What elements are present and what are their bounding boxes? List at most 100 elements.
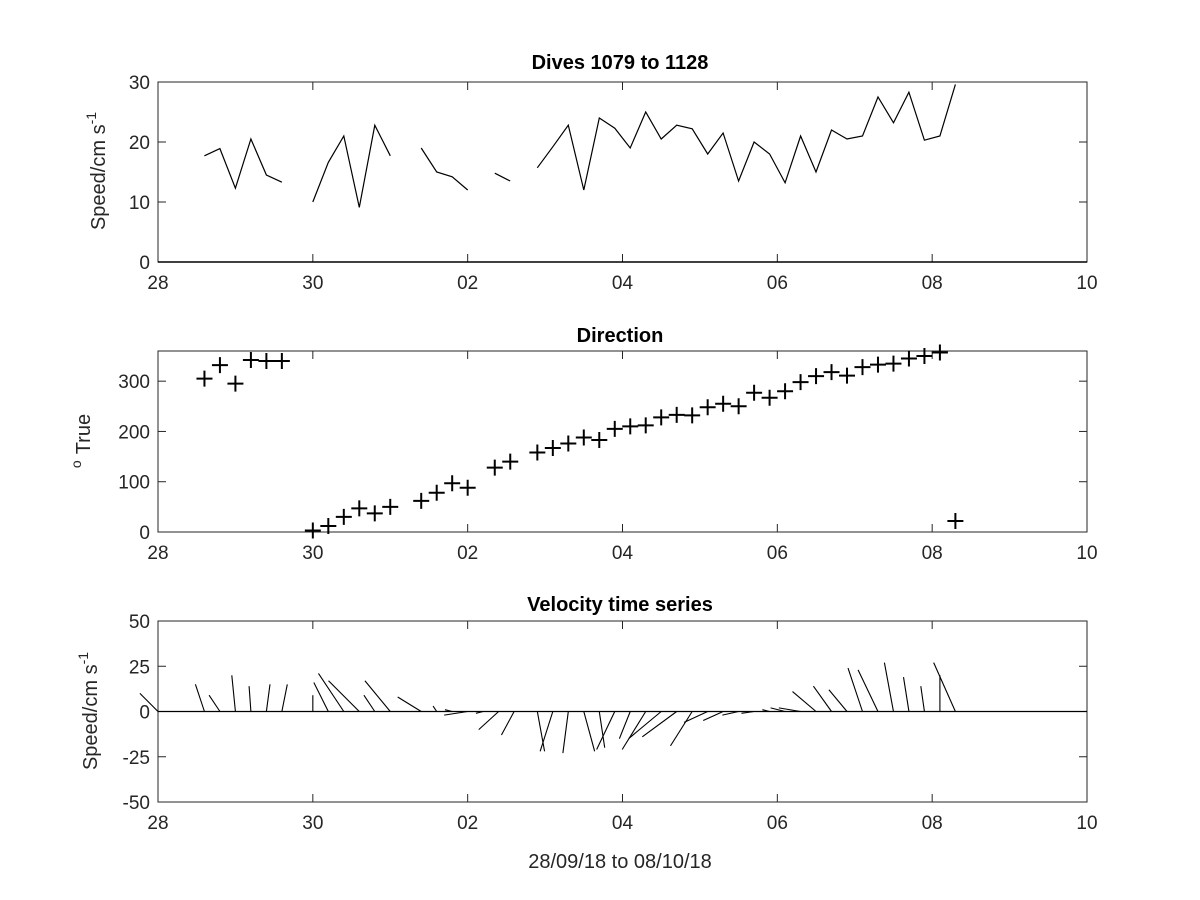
velocity-panel-title: Velocity time series bbox=[527, 594, 713, 616]
speed-y-tick-label: 10 bbox=[129, 193, 150, 214]
velocity-y-tick-label: -25 bbox=[123, 748, 150, 769]
velocity-velocity-stick bbox=[778, 707, 801, 713]
velocity-velocity-stick bbox=[432, 705, 438, 712]
speed-x-tick-label: 08 bbox=[922, 273, 943, 294]
speed-x-tick-label: 04 bbox=[612, 273, 634, 294]
direction-data-point bbox=[947, 512, 964, 529]
velocity-x-tick-label: 28 bbox=[147, 813, 168, 834]
velocity-velocity-stick bbox=[328, 680, 360, 712]
velocity-velocity-stick bbox=[583, 711, 596, 752]
speed-y-tick-label: 30 bbox=[129, 73, 150, 94]
velocity-velocity-stick bbox=[231, 675, 236, 712]
direction-data-point bbox=[382, 498, 399, 515]
direction-data-point bbox=[242, 352, 259, 369]
velocity-x-tick-label: 10 bbox=[1076, 813, 1097, 834]
velocity-x-tick-label: 02 bbox=[457, 813, 478, 834]
direction-data-point bbox=[792, 374, 809, 391]
velocity-y-tick-label: -50 bbox=[123, 793, 150, 814]
velocity-velocity-stick bbox=[248, 686, 252, 712]
velocity-velocity-stick bbox=[770, 707, 786, 713]
velocity-velocity-stick bbox=[536, 711, 546, 752]
velocity-velocity-stick bbox=[883, 662, 894, 712]
direction-data-point bbox=[575, 429, 592, 446]
velocity-velocity-stick bbox=[641, 711, 678, 738]
direction-panel-ylabel: oTrue bbox=[68, 414, 95, 468]
direction-data-point bbox=[761, 389, 778, 406]
speed-series-line bbox=[312, 123, 391, 208]
velocity-velocity-stick bbox=[628, 711, 662, 740]
velocity-velocity-stick bbox=[444, 709, 453, 713]
velocity-velocity-stick bbox=[741, 710, 755, 714]
velocity-velocity-stick bbox=[722, 710, 739, 716]
direction-data-point bbox=[320, 517, 337, 534]
speed-x-tick-label: 06 bbox=[767, 273, 788, 294]
direction-data-point bbox=[502, 453, 519, 470]
direction-data-point bbox=[715, 395, 732, 412]
velocity-velocity-stick bbox=[596, 711, 616, 750]
velocity-y-tick-label: 50 bbox=[129, 612, 150, 633]
speed-series-line bbox=[494, 172, 511, 182]
direction-data-point bbox=[730, 398, 747, 415]
velocity-velocity-stick bbox=[475, 710, 484, 714]
velocity-velocity-stick bbox=[444, 710, 468, 716]
speed-panel: Dives 1079 to 1128 Speed/cm s-1 28 30 02 04… bbox=[83, 52, 1098, 294]
velocity-velocity-stick bbox=[562, 711, 569, 754]
velocity-panel: Velocity time series Speed/cm s-1 28 30 02… bbox=[75, 594, 1098, 834]
direction-x-tick-label: 10 bbox=[1076, 543, 1097, 564]
speed-x-tick-label: 10 bbox=[1076, 273, 1097, 294]
speed-x-tick-label: 30 bbox=[302, 273, 323, 294]
velocity-velocity-stick bbox=[281, 684, 288, 712]
velocity-velocity-stick bbox=[208, 694, 221, 712]
velocity-velocity-stick bbox=[762, 709, 770, 713]
velocity-x-tick-label: 08 bbox=[922, 813, 943, 834]
direction-y-tick-label: 0 bbox=[139, 523, 150, 544]
direction-data-point bbox=[777, 383, 794, 400]
velocity-velocity-stick bbox=[478, 711, 500, 731]
velocity-velocity-stick bbox=[857, 669, 879, 712]
direction-data-point bbox=[428, 484, 445, 501]
velocity-velocity-stick bbox=[847, 667, 864, 712]
direction-data-point bbox=[869, 356, 886, 373]
velocity-velocity-stick bbox=[539, 711, 554, 752]
velocity-panel-ylabel: Speed/cm s-1 bbox=[75, 652, 102, 770]
direction-data-point bbox=[258, 353, 275, 370]
direction-y-tick-label: 300 bbox=[118, 372, 150, 393]
direction-x-tick-label: 30 bbox=[302, 543, 323, 564]
direction-x-tick-label: 04 bbox=[612, 543, 634, 564]
velocity-velocity-stick bbox=[683, 711, 708, 723]
velocity-velocity-stick bbox=[703, 710, 724, 722]
velocity-velocity-stick bbox=[139, 693, 159, 712]
velocity-velocity-stick bbox=[364, 680, 391, 712]
velocity-x-tick-label: 30 bbox=[302, 813, 323, 834]
direction-data-point bbox=[211, 357, 228, 374]
direction-data-point bbox=[637, 417, 654, 434]
velocity-velocity-stick bbox=[397, 696, 422, 712]
velocity-velocity-stick bbox=[920, 686, 925, 712]
velocity-x-tick-label: 04 bbox=[612, 813, 634, 834]
speed-panel-title: Dives 1079 to 1128 bbox=[532, 52, 709, 74]
direction-x-tick-label: 06 bbox=[767, 543, 788, 564]
direction-y-tick-label: 100 bbox=[118, 473, 150, 494]
direction-data-point bbox=[459, 479, 476, 496]
direction-data-point bbox=[606, 420, 623, 437]
direction-data-point bbox=[560, 435, 577, 452]
velocity-velocity-stick bbox=[265, 684, 271, 712]
velocity-y-tick-label: 25 bbox=[129, 657, 150, 678]
velocity-velocity-stick bbox=[363, 694, 376, 712]
direction-data-point bbox=[839, 367, 856, 384]
direction-data-point bbox=[591, 431, 608, 448]
velocity-velocity-stick bbox=[318, 673, 345, 712]
speed-y-tick-label: 0 bbox=[139, 253, 150, 274]
velocity-velocity-stick bbox=[598, 711, 606, 748]
velocity-velocity-stick bbox=[669, 711, 693, 747]
velocity-y-tick-label: 0 bbox=[139, 703, 150, 724]
direction-data-point bbox=[885, 355, 902, 372]
direction-x-tick-label: 08 bbox=[922, 543, 943, 564]
direction-data-point bbox=[699, 399, 716, 416]
direction-data-point bbox=[413, 492, 430, 509]
direction-x-tick-label: 02 bbox=[457, 543, 478, 564]
direction-data-point bbox=[854, 359, 871, 376]
